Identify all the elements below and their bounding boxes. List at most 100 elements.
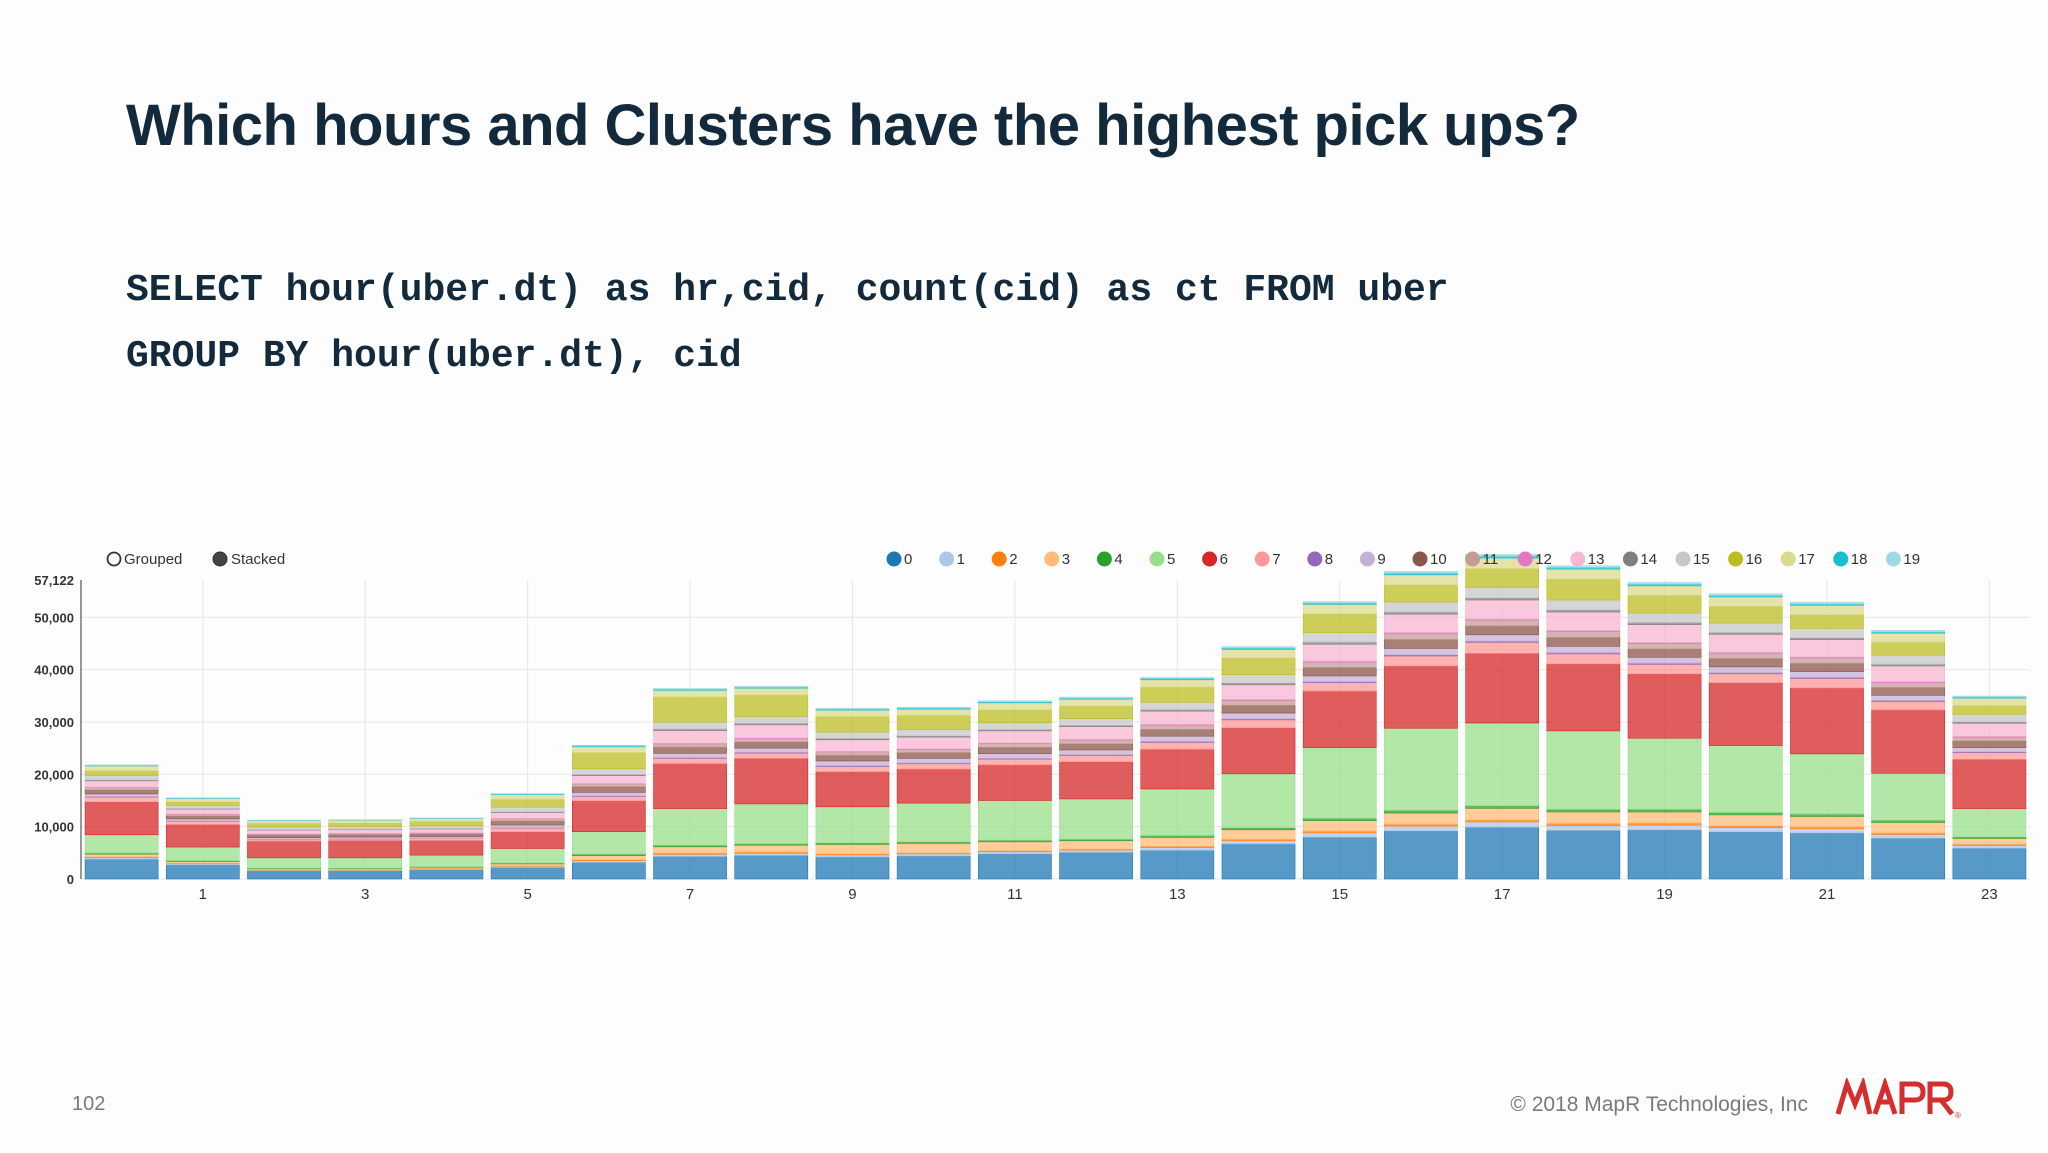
legend-item-6[interactable]: 6 xyxy=(1202,551,1228,568)
stacked-label[interactable]: Stacked xyxy=(231,551,285,568)
bar-segment xyxy=(409,820,484,827)
legend-item-16[interactable]: 16 xyxy=(1728,551,1763,568)
stacked-radio[interactable] xyxy=(212,551,228,567)
legend-label[interactable]: 16 xyxy=(1746,551,1763,568)
legend-item-18[interactable]: 18 xyxy=(1833,551,1868,568)
legend-label[interactable]: 4 xyxy=(1114,551,1122,568)
legend-item-2[interactable]: 2 xyxy=(991,551,1018,568)
legend-swatch[interactable] xyxy=(1412,551,1428,567)
bar-segment xyxy=(1302,667,1377,677)
legend-swatch[interactable] xyxy=(1149,551,1165,567)
legend-swatch[interactable] xyxy=(886,551,902,567)
bar-segment xyxy=(1871,641,1946,656)
legend-item-10[interactable]: 10 xyxy=(1412,551,1447,568)
legend-item-4[interactable]: 4 xyxy=(1096,551,1123,568)
legend-label[interactable]: 19 xyxy=(1903,551,1920,568)
bar-segment xyxy=(1708,812,1783,816)
grouped-label[interactable]: Grouped xyxy=(124,551,182,568)
legend-swatch[interactable] xyxy=(1780,551,1796,567)
bar-segment xyxy=(1546,609,1621,613)
legend-item-14[interactable]: 14 xyxy=(1622,551,1657,568)
legend-item-5[interactable]: 5 xyxy=(1149,551,1175,568)
bar-segment xyxy=(1790,816,1864,828)
bar-segment xyxy=(1302,643,1377,662)
legend-swatch[interactable] xyxy=(1202,551,1218,567)
legend-item-17[interactable]: 17 xyxy=(1780,551,1815,568)
legend-swatch[interactable] xyxy=(1517,551,1533,567)
bar-segment xyxy=(815,771,890,808)
legend-label[interactable]: 18 xyxy=(1851,551,1868,568)
bar-segment xyxy=(1302,641,1377,645)
controls-layer: Grouped Stacked xyxy=(106,551,285,568)
legend-swatch[interactable] xyxy=(1728,551,1744,567)
legend-swatch[interactable] xyxy=(1570,551,1586,567)
bar-segment xyxy=(1465,597,1539,601)
legend-label[interactable]: 1 xyxy=(957,551,965,568)
legend-swatch[interactable] xyxy=(1465,551,1481,567)
legend-label[interactable]: 0 xyxy=(904,551,912,568)
grouped-toggle[interactable]: Grouped xyxy=(106,551,183,568)
legend-item-9[interactable]: 9 xyxy=(1359,551,1386,568)
bar-segment xyxy=(734,758,809,805)
bar-segment xyxy=(328,822,403,827)
bar-segment xyxy=(1221,712,1296,720)
legend-label[interactable]: 9 xyxy=(1377,551,1385,568)
legend-label[interactable]: 15 xyxy=(1693,551,1710,568)
bar-segment xyxy=(1871,665,1946,682)
legend-swatch[interactable] xyxy=(1675,551,1691,567)
legend-item-8[interactable]: 8 xyxy=(1307,551,1333,568)
bar-segment xyxy=(1546,823,1621,826)
legend-label[interactable]: 6 xyxy=(1220,551,1228,568)
bar-segment xyxy=(1952,740,2027,748)
legend-item-1[interactable]: 1 xyxy=(939,551,965,568)
legend-item-0[interactable]: 0 xyxy=(886,551,912,568)
legend-item-3[interactable]: 3 xyxy=(1044,551,1070,568)
legend-item-12[interactable]: 12 xyxy=(1517,551,1552,568)
legend-label[interactable]: 14 xyxy=(1640,551,1657,568)
legend-label[interactable]: 5 xyxy=(1167,551,1175,568)
legend-swatch[interactable] xyxy=(1307,551,1323,567)
bar-segment xyxy=(1627,664,1702,675)
legend-label[interactable]: 3 xyxy=(1062,551,1070,568)
bar-segment xyxy=(815,754,890,762)
legend-label[interactable]: 13 xyxy=(1588,551,1605,568)
legend-label[interactable]: 10 xyxy=(1430,551,1447,568)
bar-segment xyxy=(1059,698,1133,707)
bar-segment xyxy=(1384,825,1458,832)
stacked-toggle[interactable]: Stacked xyxy=(212,551,285,568)
legend-swatch[interactable] xyxy=(1359,551,1375,567)
legend-item-15[interactable]: 15 xyxy=(1675,551,1710,568)
legend-item-7[interactable]: 7 xyxy=(1254,551,1281,568)
bar-segment xyxy=(1384,601,1458,613)
bar-segment xyxy=(896,736,971,749)
bar-segment xyxy=(734,747,809,753)
legend-swatch[interactable] xyxy=(1622,551,1638,567)
legend[interactable]: 0 1 2 3 4 5 6 7 8 9 10 11 12 13 14 15 16 17 18 19 xyxy=(886,551,1920,568)
legend-label[interactable]: 12 xyxy=(1535,551,1552,568)
legend-swatch[interactable] xyxy=(1833,551,1849,567)
bar-segment xyxy=(490,848,565,864)
bar-segment xyxy=(896,763,971,770)
legend-label[interactable]: 8 xyxy=(1325,551,1333,568)
grouped-radio[interactable] xyxy=(106,551,122,567)
bar-segment xyxy=(1952,847,2027,880)
legend-swatch[interactable] xyxy=(991,551,1007,567)
bar-segment xyxy=(490,867,565,880)
legend-label[interactable]: 7 xyxy=(1272,551,1280,568)
bar-segment xyxy=(84,834,159,854)
legend-item-11[interactable]: 11 xyxy=(1465,551,1499,568)
legend-swatch[interactable] xyxy=(1254,551,1270,567)
bar-segment xyxy=(1790,639,1864,658)
legend-swatch[interactable] xyxy=(1044,551,1060,567)
legend-swatch[interactable] xyxy=(1096,551,1112,567)
legend-label[interactable]: 17 xyxy=(1798,551,1815,568)
legend-label[interactable]: 11 xyxy=(1483,551,1499,568)
legend-swatch[interactable] xyxy=(939,551,955,567)
legend-label[interactable]: 2 xyxy=(1009,551,1017,568)
legend-item-19[interactable]: 19 xyxy=(1885,551,1920,568)
x-tick-label: 7 xyxy=(686,886,694,903)
legend-swatch[interactable] xyxy=(1885,551,1901,567)
bar-segment xyxy=(978,764,1052,801)
bar-segment xyxy=(1465,653,1539,724)
legend-item-13[interactable]: 13 xyxy=(1570,551,1605,568)
